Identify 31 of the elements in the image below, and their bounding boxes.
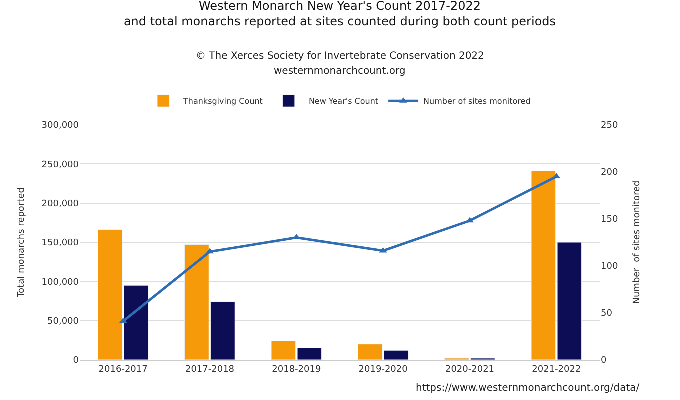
legend-label: Thanksgiving Count bbox=[182, 97, 263, 106]
y2-tick-label: 100 bbox=[601, 262, 618, 272]
y-tick-label: 250,000 bbox=[42, 160, 80, 170]
x-tick-label: 2018-2019 bbox=[272, 364, 322, 375]
legend-label: New Year's Count bbox=[308, 97, 379, 106]
chart-subtitle: and total monarchs reported at sites counted during both count periods bbox=[124, 14, 556, 29]
y2-tick-label: 0 bbox=[601, 356, 607, 366]
x-tick-label: 2016-2017 bbox=[98, 364, 148, 375]
text: westernmonarchcount.org bbox=[274, 66, 406, 77]
y2-tick-label: 50 bbox=[601, 309, 613, 320]
text: https://www.westernmonarchcount.org/data/ bbox=[416, 383, 640, 394]
y2-tick-label: 150 bbox=[601, 215, 618, 226]
text: © The Xerces Society for Invertebrate Conservation 2022 bbox=[196, 51, 484, 62]
y-tick-label: 100,000 bbox=[42, 278, 80, 288]
chart-title: Western Monarch New Year's Count 2017-2022 bbox=[199, 0, 481, 13]
y2-axis-title: Number of sites monitored bbox=[632, 180, 642, 304]
point bbox=[119, 318, 128, 324]
x-tick-label: 2021-2022 bbox=[532, 364, 582, 375]
y-tick-label: 0 bbox=[73, 356, 80, 366]
x-tick-label: 2020-2021 bbox=[445, 364, 495, 375]
y2-tick-label: 200 bbox=[601, 168, 618, 178]
point bbox=[379, 247, 388, 253]
y-axis-title: Total monarchs reported bbox=[17, 188, 28, 298]
y-tick-label: 50,000 bbox=[48, 316, 80, 327]
y-tick-label: 200,000 bbox=[42, 199, 80, 210]
legend-label: Number of sites monitored bbox=[424, 97, 531, 106]
y-tick-label: 300,000 bbox=[42, 121, 80, 132]
y-tick-label: 150,000 bbox=[42, 238, 80, 249]
x-tick-label: 2017-2018 bbox=[185, 364, 235, 375]
y2-tick-label: 250 bbox=[601, 121, 618, 132]
x-tick-label: 2019-2020 bbox=[358, 364, 408, 375]
